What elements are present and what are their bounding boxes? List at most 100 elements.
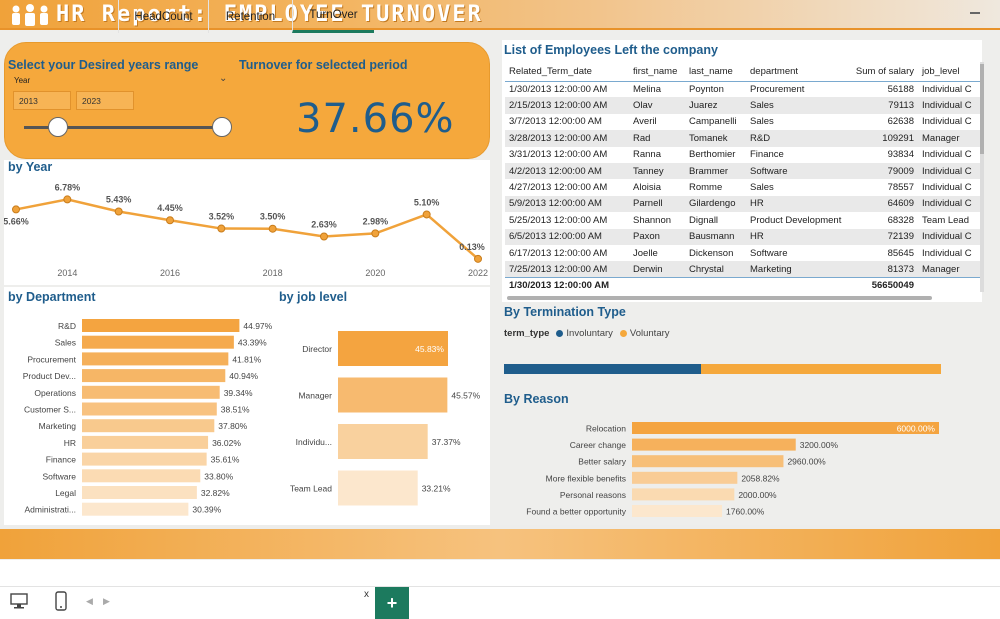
table-row[interactable]: 7/25/2013 12:00:00 AM Derwin Chrystal Marke…	[505, 261, 980, 278]
slider-end-handle[interactable]	[212, 117, 232, 137]
data-point[interactable]	[371, 229, 380, 238]
bar[interactable]	[82, 469, 201, 483]
table-cell: 68328	[887, 214, 914, 226]
bar[interactable]	[82, 335, 234, 349]
close-tab-icon[interactable]: x	[364, 589, 369, 600]
slider-start-handle[interactable]	[48, 117, 68, 137]
table-row[interactable]: 3/31/2013 12:00:00 AM Ranna Berthomier Fina…	[505, 147, 980, 163]
value-label: 37.37%	[432, 437, 461, 447]
year-to-input[interactable]: 2023	[76, 91, 134, 110]
tab-retention[interactable]: Retention	[208, 0, 292, 33]
data-point[interactable]	[474, 254, 482, 263]
table-cell: 5/25/2013 12:00:00 AM	[509, 214, 608, 226]
by-job-level-bar-chart[interactable]: Director 45.83% Manager 45.57% Individu... 37…	[276, 322, 490, 512]
table-cell: Product Development	[750, 214, 842, 226]
table-cell: Campanelli	[689, 116, 737, 128]
bar[interactable]	[82, 385, 220, 399]
table-cell: Individual C	[918, 228, 980, 245]
table-row[interactable]: 6/5/2013 12:00:00 AM Paxon Bausmann HR 72139…	[505, 228, 980, 245]
col-header-job-level[interactable]: job_level	[918, 62, 980, 82]
bar[interactable]	[338, 331, 448, 366]
by-year-panel	[4, 160, 490, 285]
table-row[interactable]: 3/7/2013 12:00:00 AM Averil Campanelli Sale…	[505, 114, 980, 130]
bar[interactable]	[632, 438, 796, 451]
table-row[interactable]: 5/9/2013 12:00:00 AM Parnell Gilardengo HR 6…	[505, 195, 980, 213]
table-vertical-scroll-thumb[interactable]	[980, 64, 984, 154]
col-header-term-date[interactable]: Related_Term_date	[505, 62, 629, 82]
tab-scroll-left-icon[interactable]: ◀	[86, 596, 93, 606]
minimize-icon[interactable]	[970, 12, 980, 14]
table-vertical-scrollbar[interactable]	[980, 62, 984, 292]
table-horizontal-scrollbar[interactable]	[507, 296, 932, 300]
by-department-bar-chart[interactable]: R&D 44.97% Sales 43.39% Procurement 41.81% Pro…	[4, 312, 276, 522]
chevron-down-icon[interactable]: ⌄	[219, 73, 228, 84]
bar[interactable]	[82, 435, 209, 449]
table-row[interactable]: 3/28/2013 12:00:00 AM Rad Tomanek R&D 109291…	[505, 130, 980, 147]
bar[interactable]	[338, 470, 418, 506]
add-page-button[interactable]: +	[375, 587, 409, 619]
col-header-salary[interactable]: Sum of salary	[848, 62, 918, 82]
bar[interactable]	[82, 319, 240, 332]
data-point[interactable]	[12, 205, 20, 214]
table-row[interactable]: 4/27/2013 12:00:00 AM Aloisia Romme Sales 78…	[505, 179, 980, 195]
table-cell: Individual C	[922, 83, 972, 95]
data-point[interactable]	[114, 207, 123, 216]
mobile-view-icon[interactable]	[50, 590, 72, 612]
tab-scroll-right-icon[interactable]: ▶	[103, 596, 110, 606]
termination-segment-involuntary[interactable]	[504, 364, 701, 374]
col-header-department[interactable]: department	[746, 62, 848, 82]
table-row[interactable]: 2/15/2013 12:00:00 AM Olav Juarez Sales 7911…	[505, 97, 980, 114]
category-label: Customer S...	[24, 405, 76, 415]
bar[interactable]	[82, 486, 197, 499]
tab-turnover[interactable]: TurnOver	[292, 0, 374, 33]
year-range-slider[interactable]	[24, 126, 222, 129]
table-row[interactable]: 1/30/2013 12:00:00 AM Melina Poynton Procur…	[505, 81, 980, 97]
col-header-last-name[interactable]: last_name	[685, 62, 746, 82]
value-label: 43.39%	[238, 338, 267, 348]
bar[interactable]	[632, 422, 939, 434]
bar[interactable]	[82, 419, 215, 433]
data-point[interactable]	[166, 216, 174, 225]
data-point[interactable]	[422, 210, 431, 219]
termination-title: By Termination Type	[504, 305, 626, 319]
tab-headcount[interactable]: HeadCount	[118, 0, 208, 33]
bar[interactable]	[632, 488, 735, 501]
bar[interactable]	[632, 455, 784, 468]
table-row[interactable]: 6/17/2013 12:00:00 AM Joelle Dickenson Soft…	[505, 245, 980, 261]
table-cell: 7/25/2013 12:00:00 AM	[505, 261, 629, 278]
bar[interactable]	[82, 352, 229, 366]
bar[interactable]	[338, 424, 428, 459]
data-point[interactable]	[63, 195, 72, 204]
category-label: Relocation	[586, 424, 626, 434]
table-row[interactable]: 4/2/2013 12:00:00 AM Tanney Brammer Softwar…	[505, 162, 980, 180]
data-point[interactable]	[217, 224, 226, 233]
year-from-input[interactable]: 2013	[13, 91, 71, 110]
termination-segment-voluntary[interactable]	[700, 364, 941, 374]
bar[interactable]	[82, 502, 189, 516]
data-point[interactable]	[320, 232, 328, 241]
legend-voluntary-label[interactable]: Voluntary	[629, 328, 670, 339]
legend-involuntary-label[interactable]: Involuntary	[566, 328, 613, 339]
table-cell: 93834	[887, 149, 914, 161]
bar[interactable]	[632, 505, 723, 517]
col-header-first-name[interactable]: first_name	[629, 62, 685, 82]
employees-table[interactable]: Related_Term_date first_name last_name d…	[505, 62, 980, 294]
bar[interactable]	[632, 471, 738, 484]
value-label: 33.21%	[422, 484, 451, 494]
table-row[interactable]: 5/25/2013 12:00:00 AM Shannon Dignall Produ…	[505, 212, 980, 228]
table-cell: Chrystal	[685, 261, 746, 278]
table-total-row: 1/30/2013 12:00:00 AM 56650049	[505, 277, 980, 294]
people-icon	[8, 3, 50, 27]
bar[interactable]	[82, 452, 207, 466]
table-cell: Gilardengo	[685, 195, 746, 213]
bar[interactable]	[82, 402, 217, 416]
desktop-view-icon[interactable]	[8, 590, 30, 612]
data-point[interactable]	[268, 224, 277, 233]
by-year-line-chart[interactable]: 5.66% 6.78% 5.43% 4.45% 3.52% 3.50% 2.63% 2.98%…	[4, 175, 490, 285]
data-label: 2.63%	[311, 220, 337, 230]
bar[interactable]	[82, 369, 226, 383]
bar[interactable]	[338, 377, 448, 413]
value-label: 2960.00%	[787, 457, 826, 467]
by-reason-bar-chart[interactable]: Relocation 6000.00% Career change 3200.00% B…	[502, 418, 982, 522]
termination-stacked-bar[interactable]	[504, 364, 941, 374]
